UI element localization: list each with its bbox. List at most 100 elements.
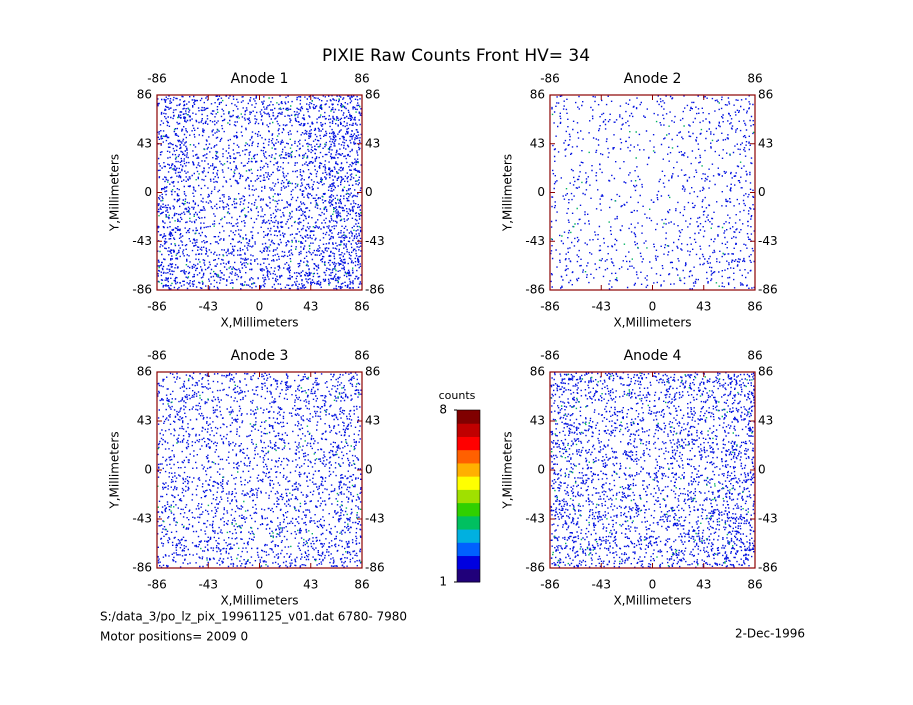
dots [550, 535, 585, 568]
dots [652, 535, 687, 568]
colorbar-segment [457, 449, 480, 464]
dots-high [290, 260, 292, 263]
y-tick-label: -86 [132, 561, 152, 575]
dots [294, 160, 328, 192]
density-cell [294, 127, 328, 160]
density-cell [226, 405, 260, 438]
density-cell [619, 161, 649, 192]
dots [550, 372, 583, 404]
density-cell [687, 127, 720, 159]
dots [721, 438, 755, 470]
density-cell [652, 535, 687, 568]
density-cell [259, 258, 294, 290]
x-tick-label: 43 [696, 300, 711, 314]
dots-high [732, 444, 738, 453]
density-cell [653, 372, 687, 404]
density-cell [585, 503, 618, 536]
density-cell [688, 257, 721, 290]
x-tick-label: 0 [649, 578, 657, 592]
density-cell [721, 438, 755, 470]
dots [259, 193, 294, 225]
dots [550, 502, 584, 535]
dots-high [679, 277, 681, 279]
dots [157, 437, 191, 470]
dots-high [718, 102, 720, 104]
dots-high [242, 238, 244, 240]
colorbar-segment [457, 502, 480, 517]
y-tick-label: -86 [132, 283, 152, 297]
dots [293, 470, 328, 503]
dots-high [268, 97, 292, 124]
density-cell [293, 192, 328, 225]
x-tick-label: 86 [747, 300, 762, 314]
dots [294, 127, 328, 160]
dots-high [200, 547, 208, 561]
colorbar-segment [457, 529, 480, 543]
dots [618, 470, 652, 503]
density-cell [552, 128, 584, 158]
y-tick-label: -43 [132, 512, 152, 526]
colorbar-segment [457, 568, 480, 583]
dots [225, 225, 259, 257]
density-cell [721, 470, 755, 503]
dots-high [267, 445, 286, 452]
dots [225, 160, 260, 191]
density-cell [259, 535, 293, 568]
density-cell [327, 225, 362, 258]
density-cell [191, 160, 226, 193]
x2-tick-label: 86 [354, 349, 369, 363]
density-cell [259, 193, 294, 225]
x-tick-label: -86 [147, 578, 167, 592]
dots [259, 438, 294, 470]
x-tick-label: 43 [303, 578, 318, 592]
density-cell [157, 503, 191, 536]
density-cell [157, 193, 191, 224]
y-axis-label: Y,Millimeters [108, 154, 122, 232]
density-cell [619, 97, 648, 127]
dots [721, 470, 755, 503]
density-cell [618, 502, 653, 535]
density-cell [225, 160, 260, 191]
density-cell [584, 372, 619, 404]
x-axis-label: X,Millimeters [220, 316, 298, 330]
dots-high [631, 258, 633, 260]
y-tick-label: 86 [137, 88, 152, 102]
y-tick-label: 43 [530, 414, 545, 428]
y-tick-label: 0 [144, 463, 152, 477]
y2-tick-label: 86 [365, 365, 380, 379]
x-tick-label: -86 [540, 578, 560, 592]
dots [653, 257, 687, 287]
colorbar-segment [457, 462, 480, 477]
dots [225, 470, 260, 503]
density-cell [157, 535, 191, 568]
y2-tick-label: 0 [365, 185, 373, 199]
dots [687, 502, 721, 536]
density-cell [619, 372, 652, 405]
colorbar-segment [457, 436, 480, 451]
density-cell [191, 470, 225, 503]
x-tick-label: -43 [591, 578, 611, 592]
density-cell [293, 95, 328, 128]
x-tick-label: 0 [256, 300, 264, 314]
colorbar-frame [456, 409, 481, 583]
x2-tick-label: 86 [747, 349, 762, 363]
dots [191, 160, 225, 193]
dots [225, 127, 260, 160]
dots-high [227, 111, 242, 124]
density-cell [328, 535, 362, 568]
y2-tick-label: 0 [758, 463, 766, 477]
colorbar-segment [457, 423, 480, 437]
dots [619, 97, 648, 127]
dots [551, 95, 584, 128]
y2-tick-label: 43 [758, 136, 773, 150]
density-cell [294, 536, 328, 568]
density-cell [584, 405, 619, 438]
density-cell [191, 437, 225, 470]
density-cell [584, 470, 618, 503]
dots [618, 406, 653, 437]
dots [619, 372, 652, 405]
density-cell [294, 437, 328, 469]
colorbar-segment [457, 489, 480, 504]
y2-tick-label: -43 [758, 512, 778, 526]
